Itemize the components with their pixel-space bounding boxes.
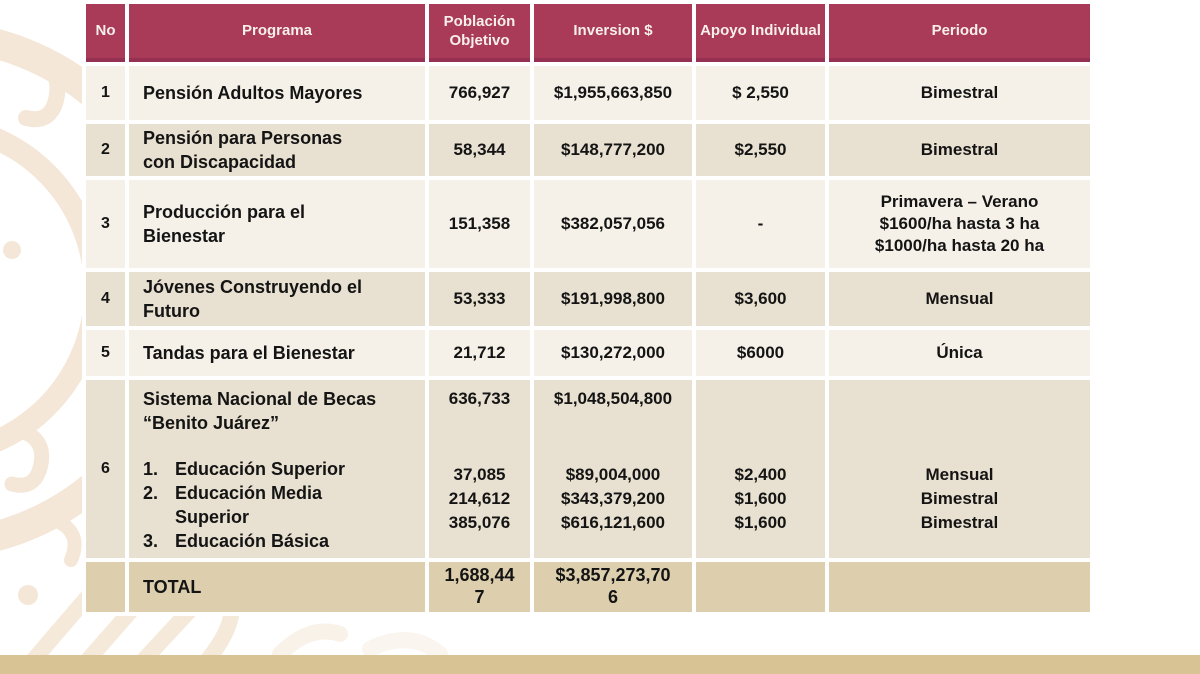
sub-program-item: 2. Educación Media Superior xyxy=(143,481,425,529)
cell-apoyo: $ 2,550 xyxy=(696,66,825,120)
cell-no: 6 xyxy=(86,380,125,558)
programs-table: No Programa Población Objetivo Inversion… xyxy=(82,0,1094,616)
sub-program-label: Educación Superior xyxy=(175,459,346,479)
cell-poblacion: 766,927 xyxy=(429,66,530,120)
cell-poblacion: 636,733 37,085 214,612 385,076 xyxy=(429,380,530,558)
program-name: Tandas para el Bienestar xyxy=(143,342,355,363)
cell-no-empty xyxy=(86,562,125,612)
cell-no: 1 xyxy=(86,66,125,120)
sub-program-number: 1. xyxy=(143,459,159,479)
cell-poblacion: 53,333 xyxy=(429,272,530,326)
periodo-line: $1600/ha hasta 3 ha xyxy=(879,214,1040,233)
table-row-6: 6 Sistema Nacional de Becas “Benito Juár… xyxy=(86,380,1090,558)
table-row-2: 2 Pensión para Personas con Discapacidad… xyxy=(86,124,1090,176)
table-total-row: TOTAL 1,688,447 $3,857,273,706 xyxy=(86,562,1090,612)
inversion-sub-values: $89,004,000 $343,379,200 $616,121,600 xyxy=(561,465,665,532)
cell-poblacion: 21,712 xyxy=(429,330,530,376)
total-poblacion: 1,688,447 xyxy=(429,562,530,612)
total-periodo-empty xyxy=(829,562,1090,612)
total-apoyo-empty xyxy=(696,562,825,612)
program-name: Pensión para Personas con Discapacidad xyxy=(143,127,343,172)
table-header-row: No Programa Población Objetivo Inversion… xyxy=(86,4,1090,62)
table-row-5: 5 Tandas para el Bienestar 21,712 $130,2… xyxy=(86,330,1090,376)
program-name: Producción para el Bienestar xyxy=(143,201,306,246)
cell-apoyo: $6000 xyxy=(696,330,825,376)
periodo-line: Primavera – Verano xyxy=(880,192,1039,211)
cell-periodo: Mensual Bimestral Bimestral xyxy=(829,380,1090,558)
cell-apoyo: $2,400 $1,600 $1,600 xyxy=(696,380,825,558)
periodo-line: $1000/ha hasta 20 ha xyxy=(874,236,1045,255)
cell-inversion: $1,955,663,850 xyxy=(534,66,692,120)
cell-inversion: $148,777,200 xyxy=(534,124,692,176)
sub-program-item: 1. Educación Superior xyxy=(143,457,425,481)
program-name: Jóvenes Construyendo el Futuro xyxy=(143,276,363,321)
cell-inversion: $130,272,000 xyxy=(534,330,692,376)
cell-programa: Producción para el Bienestar xyxy=(129,180,425,268)
program-name: Pensión Adultos Mayores xyxy=(143,82,363,103)
cell-programa: Sistema Nacional de Becas “Benito Juárez… xyxy=(129,380,425,558)
total-label: TOTAL xyxy=(129,562,425,612)
cell-programa: Jóvenes Construyendo el Futuro xyxy=(129,272,425,326)
periodo-sub-values: Mensual Bimestral Bimestral xyxy=(920,465,999,532)
cell-poblacion: 58,344 xyxy=(429,124,530,176)
cell-apoyo: $2,550 xyxy=(696,124,825,176)
bottom-gold-bar xyxy=(0,655,1200,674)
cell-programa: Tandas para el Bienestar xyxy=(129,330,425,376)
sub-program-label: Educación Básica xyxy=(175,531,330,551)
header-inversion: Inversion $ xyxy=(534,4,692,62)
cell-periodo: Primavera – Verano $1600/ha hasta 3 ha $… xyxy=(829,180,1090,268)
apoyo-sub-values: $2,400 $1,600 $1,600 xyxy=(734,465,787,532)
cell-no: 5 xyxy=(86,330,125,376)
cell-programa: Pensión Adultos Mayores xyxy=(129,66,425,120)
sub-program-number: 3. xyxy=(143,531,159,551)
poblacion-total-row6: 636,733 xyxy=(448,389,511,408)
cell-no: 2 xyxy=(86,124,125,176)
program-name: Sistema Nacional de Becas “Benito Juárez… xyxy=(143,389,377,433)
sub-program-item: 3. Educación Básica xyxy=(143,529,425,553)
cell-no: 4 xyxy=(86,272,125,326)
cell-inversion: $1,048,504,800 $89,004,000 $343,379,200 … xyxy=(534,380,692,558)
cell-periodo: Bimestral xyxy=(829,66,1090,120)
cell-inversion: $191,998,800 xyxy=(534,272,692,326)
cell-inversion: $382,057,056 xyxy=(534,180,692,268)
cell-apoyo: - xyxy=(696,180,825,268)
header-no: No xyxy=(86,4,125,62)
header-programa: Programa xyxy=(129,4,425,62)
table-row-1: 1 Pensión Adultos Mayores 766,927 $1,955… xyxy=(86,66,1090,120)
header-periodo: Periodo xyxy=(829,4,1090,62)
sub-program-number: 2. xyxy=(143,483,159,503)
cell-no: 3 xyxy=(86,180,125,268)
table-row-4: 4 Jóvenes Construyendo el Futuro 53,333 … xyxy=(86,272,1090,326)
cell-periodo: Mensual xyxy=(829,272,1090,326)
total-inversion: $3,857,273,706 xyxy=(534,562,692,612)
cell-poblacion: 151,358 xyxy=(429,180,530,268)
cell-programa: Pensión para Personas con Discapacidad xyxy=(129,124,425,176)
table-row-3: 3 Producción para el Bienestar 151,358 $… xyxy=(86,180,1090,268)
cell-apoyo: $3,600 xyxy=(696,272,825,326)
cell-periodo: Bimestral xyxy=(829,124,1090,176)
poblacion-sub-values: 37,085 214,612 385,076 xyxy=(448,465,511,532)
inversion-total-row6: $1,048,504,800 xyxy=(553,389,673,408)
sub-program-list: 1. Educación Superior 2. Educación Media… xyxy=(143,457,425,553)
cell-periodo: Única xyxy=(829,330,1090,376)
header-apoyo-individual: Apoyo Individual xyxy=(696,4,825,62)
sub-program-label: Educación Media Superior xyxy=(175,483,323,527)
header-poblacion-objetivo: Población Objetivo xyxy=(429,4,530,62)
